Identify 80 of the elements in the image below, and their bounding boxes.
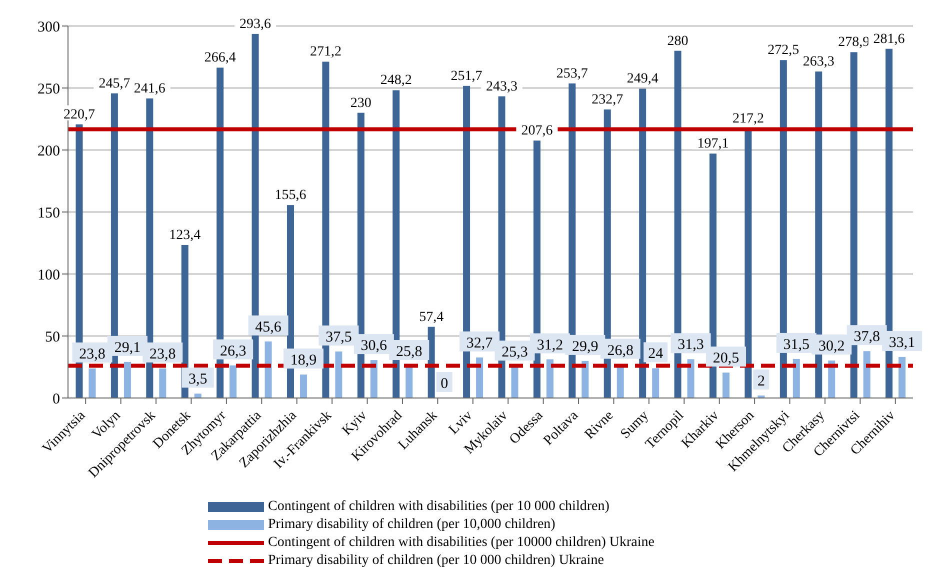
data-label: 29,1 xyxy=(114,340,141,356)
data-label: 263,3 xyxy=(802,54,834,70)
data-label: 220,7 xyxy=(63,107,95,122)
data-label: 45,6 xyxy=(255,319,282,336)
bar xyxy=(511,366,518,398)
bar xyxy=(863,351,870,398)
bar xyxy=(264,341,272,398)
data-label: 31,3 xyxy=(678,337,704,354)
legend-label: Primary disability of children (per 10,000 children) xyxy=(268,517,556,533)
data-label: 57,4 xyxy=(419,310,444,325)
data-label: 30,2 xyxy=(818,338,845,355)
bar xyxy=(792,358,800,398)
bar xyxy=(88,368,96,398)
y-tick-label: 250 xyxy=(38,81,60,98)
data-label: 33,1 xyxy=(888,334,916,351)
data-label: 25,8 xyxy=(396,344,422,360)
legend-label: Contingent of children with disabilities (per 10000 children) Ukraine xyxy=(268,535,654,551)
data-label: 30,6 xyxy=(360,338,388,354)
data-label: 248,2 xyxy=(380,73,412,88)
bar xyxy=(476,357,484,398)
legend-label: Contingent of children with disabilities (per 10 000 children) xyxy=(268,499,610,515)
data-label: 123,4 xyxy=(169,228,201,243)
bar xyxy=(335,352,342,398)
data-label: 230 xyxy=(350,96,372,111)
y-tick-label: 100 xyxy=(38,267,60,284)
data-label: 232,7 xyxy=(592,92,624,108)
bar xyxy=(898,356,906,398)
y-tick-label: 50 xyxy=(45,329,60,346)
data-label: 31,2 xyxy=(536,337,564,354)
data-label: 0 xyxy=(440,376,448,392)
data-label: 253,7 xyxy=(556,66,588,82)
y-tick-label: 150 xyxy=(38,205,60,222)
bar xyxy=(159,368,166,398)
data-label: 31,5 xyxy=(783,336,810,353)
data-label: 3,5 xyxy=(188,372,208,388)
bar xyxy=(406,366,413,398)
data-label: 197,1 xyxy=(697,136,729,152)
bar xyxy=(230,365,237,398)
data-label: 243,3 xyxy=(486,79,518,94)
y-tick-label: 300 xyxy=(38,19,60,36)
data-label: 18,9 xyxy=(290,352,317,369)
data-label: 271,2 xyxy=(310,44,342,60)
data-label: 207,6 xyxy=(521,124,553,139)
data-label: 281,6 xyxy=(873,32,905,47)
bar xyxy=(687,359,694,398)
data-label: 20,5 xyxy=(712,350,740,367)
y-tick-label: 200 xyxy=(38,143,60,160)
legend-label: Primary disability of children (per 10 000 children) Ukraine xyxy=(268,553,604,567)
data-label: 37,5 xyxy=(326,330,352,346)
data-label: 155,6 xyxy=(274,188,306,204)
data-label: 251,7 xyxy=(450,68,482,84)
data-label: 293,6 xyxy=(240,16,272,32)
bar xyxy=(582,360,589,398)
data-label: 32,7 xyxy=(466,335,494,352)
data-label: 2 xyxy=(757,374,765,390)
data-label: 217,2 xyxy=(732,112,764,127)
data-label: 29,9 xyxy=(572,338,598,355)
bar xyxy=(652,368,660,398)
bar xyxy=(546,359,554,398)
data-label: 272,5 xyxy=(768,43,800,58)
data-label: 245,7 xyxy=(98,76,130,92)
bar xyxy=(194,394,202,398)
bar xyxy=(124,362,131,398)
bar xyxy=(722,372,730,398)
data-label: 24 xyxy=(648,346,664,362)
data-label: 26,3 xyxy=(220,343,246,360)
data-label: 280 xyxy=(667,34,688,49)
data-label: 278,9 xyxy=(838,35,870,50)
data-label: 266,4 xyxy=(204,50,236,66)
bar xyxy=(300,374,307,398)
data-label: 25,3 xyxy=(502,344,528,361)
y-tick-label: 0 xyxy=(52,391,60,408)
data-label: 23,8 xyxy=(79,346,106,362)
data-label: 37,8 xyxy=(854,329,880,346)
bar xyxy=(639,88,646,398)
data-label: 249,4 xyxy=(626,72,658,87)
data-label: 241,6 xyxy=(134,81,166,96)
data-label: 23,8 xyxy=(150,346,176,362)
data-label: 26,8 xyxy=(607,342,634,359)
bar xyxy=(370,360,378,398)
